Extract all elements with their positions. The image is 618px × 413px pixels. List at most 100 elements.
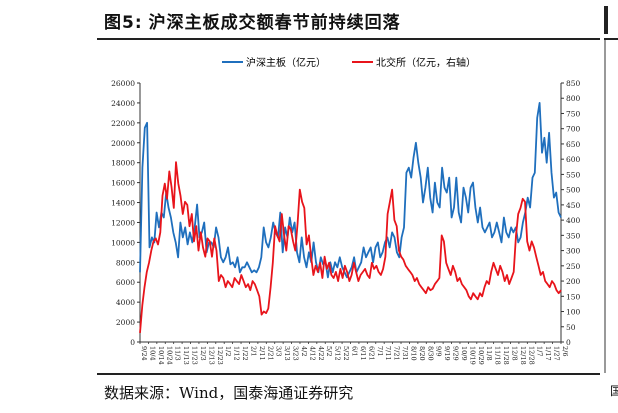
- x-tick-label: 10/9: [460, 346, 468, 361]
- legend-bse-label: 北交所（亿元，右轴）: [376, 56, 476, 69]
- x-tick-label: 3/3: [275, 346, 283, 356]
- y-right-tick-label: 500: [566, 186, 581, 195]
- y-right-tick-label: 750: [566, 109, 581, 118]
- figure-title: 图5: 沪深主板成交额春节前持续回落: [104, 8, 401, 33]
- x-tick-label: 11/18: [494, 346, 502, 365]
- y-left-tick-label: 24000: [111, 99, 135, 108]
- x-tick-label: 11/13: [182, 346, 190, 365]
- y-left-tick-label: 6000: [116, 278, 135, 287]
- y-right-tick-label: 850: [566, 79, 581, 88]
- x-tick-label: 8/30: [426, 346, 434, 361]
- source-note: 数据来源：Wind，国泰海通证券研究: [104, 384, 354, 402]
- x-tick-label: 9/24: [140, 346, 148, 361]
- y-left-tick-label: 22000: [111, 119, 135, 128]
- column-divider: [604, 40, 606, 373]
- x-tick-label: 7/31: [401, 346, 409, 361]
- x-tick-label: 8/10: [409, 346, 417, 361]
- x-tick-label: 7/11: [384, 346, 392, 361]
- x-tick-label: 6/11: [359, 346, 367, 361]
- legend-main-label: 沪深主板（亿元）: [246, 56, 326, 69]
- x-tick-label: 10/29: [477, 346, 485, 365]
- top-rule: [97, 38, 600, 40]
- bottom-rule: [97, 373, 600, 375]
- x-tick-label: 9/19: [443, 346, 451, 361]
- next-source-stub: 国: [610, 384, 618, 398]
- x-tick-label: 3/23: [292, 346, 300, 361]
- x-tick-label: 6/1: [351, 346, 359, 356]
- figure-title-text: 沪深主板成交额春节前持续回落: [148, 13, 401, 33]
- y-right-tick-label: 700: [566, 125, 581, 134]
- next-figure-stub: [604, 6, 618, 34]
- x-tick-label: 1/12: [233, 346, 241, 361]
- x-tick-label: 1/17: [544, 346, 552, 361]
- x-tick-label: 11/28: [502, 346, 510, 365]
- x-tick-label: 12/13: [207, 346, 215, 365]
- x-tick-label: 7/21: [393, 346, 401, 361]
- x-tick-label: 10/14: [157, 346, 165, 365]
- x-tick-label: 4/22: [317, 346, 325, 361]
- y-right-tick-label: 800: [566, 94, 581, 103]
- x-tick-label: 11/3: [174, 346, 182, 361]
- x-tick-label: 2/1: [249, 346, 257, 356]
- x-tick-label: 11/8: [485, 346, 493, 361]
- x-tick-label: 4/2: [300, 346, 308, 356]
- x-tick-label: 12/3: [199, 346, 207, 361]
- next-figure-rule: [604, 38, 618, 40]
- y-left-tick-label: 0: [130, 338, 135, 347]
- x-tick-label: 12/8: [510, 346, 518, 361]
- x-tick-label: 10/19: [468, 346, 476, 365]
- y-right-tick-label: 300: [566, 247, 581, 256]
- y-right-tick-label: 600: [566, 155, 581, 164]
- y-right-tick-label: 450: [566, 201, 581, 210]
- x-tick-label: 4/12: [308, 346, 316, 361]
- x-tick-label: 1/7: [536, 346, 544, 356]
- y-left-tick-label: 20000: [111, 139, 135, 148]
- x-tick-label: 10/4: [148, 346, 156, 361]
- y-right-tick-label: 650: [566, 140, 581, 149]
- x-tick-label: 12/18: [519, 346, 527, 365]
- x-tick-label: 2/6: [561, 346, 569, 356]
- x-tick-label: 10/24: [165, 346, 173, 365]
- y-right-tick-label: 200: [566, 277, 581, 286]
- y-right-tick-label: 400: [566, 216, 581, 225]
- x-tick-label: 5/12: [334, 346, 342, 361]
- x-tick-label: 3/13: [283, 346, 291, 361]
- y-left-tick-label: 2000: [116, 318, 135, 327]
- y-left-tick-label: 16000: [111, 179, 135, 188]
- figure-number: 图5:: [104, 13, 143, 33]
- y-right-tick-label: 100: [566, 308, 581, 317]
- x-tick-label: 12/28: [527, 346, 535, 365]
- x-tick-label: 2/21: [266, 346, 274, 361]
- x-tick-label: 1/2: [224, 346, 232, 356]
- x-tick-label: 5/2: [325, 346, 333, 356]
- x-tick-label: 1/27: [553, 346, 561, 361]
- x-tick-label: 9/9: [435, 346, 443, 356]
- x-tick-label: 2/11: [258, 346, 266, 361]
- y-left-tick-label: 10000: [111, 238, 135, 247]
- y-left-tick-label: 26000: [111, 79, 135, 88]
- y-right-tick-label: 550: [566, 170, 581, 179]
- y-right-tick-label: 150: [566, 292, 581, 301]
- x-tick-label: 7/1: [376, 346, 384, 356]
- x-tick-label: 5/22: [342, 346, 350, 361]
- x-tick-label: 1/22: [241, 346, 249, 361]
- x-tick-label: 12/23: [216, 346, 224, 365]
- y-left-tick-label: 18000: [111, 159, 135, 168]
- x-tick-label: 6/21: [367, 346, 375, 361]
- y-left-tick-label: 8000: [116, 258, 135, 267]
- y-right-tick-label: 250: [566, 262, 581, 271]
- x-tick-label: 8/20: [418, 346, 426, 361]
- chart-series: [139, 102, 562, 333]
- y-left-tick-label: 12000: [111, 218, 135, 227]
- y-right-tick-label: 0: [566, 338, 571, 347]
- x-tick-label: 11/23: [191, 346, 199, 365]
- chart-axes: 0200040006000800010000120001400016000180…: [111, 79, 580, 365]
- y-left-tick-label: 14000: [111, 199, 135, 208]
- chart-legend: 沪深主板（亿元） 北交所（亿元，右轴）: [222, 56, 476, 69]
- y-right-tick-label: 350: [566, 231, 581, 240]
- y-left-tick-label: 4000: [116, 298, 135, 307]
- y-right-tick-label: 50: [566, 323, 576, 332]
- x-tick-label: 9/29: [452, 346, 460, 361]
- series-line-bse: [139, 161, 562, 333]
